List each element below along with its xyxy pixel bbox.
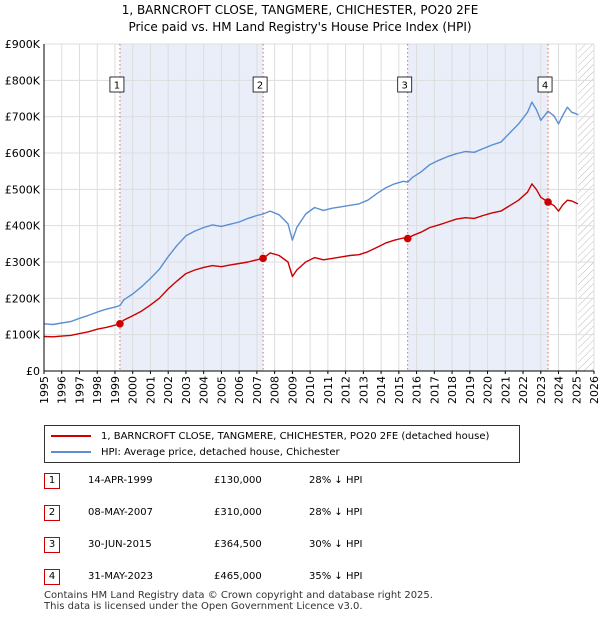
sale-label-box — [397, 76, 413, 93]
x-tick-label: 2011 — [322, 376, 335, 404]
sale-label-box — [537, 76, 553, 93]
x-tick-label: 2009 — [286, 376, 299, 404]
x-tick-label: 1998 — [91, 376, 104, 404]
sale-price: £364,500 — [214, 539, 262, 550]
x-tick-label: 2026 — [588, 376, 600, 404]
hpi-line — [43, 101, 579, 326]
sale-label-box — [252, 76, 268, 93]
ownership-shade — [119, 44, 264, 371]
sale-point — [544, 198, 552, 206]
sale-date: 31-MAY-2023 — [88, 571, 154, 582]
x-tick-label: 2004 — [198, 376, 211, 404]
legend-item-hpi: HPI: Average price, detached house, Chic… — [51, 445, 340, 459]
x-tick-label: 2016 — [411, 376, 424, 404]
y-tick-label: £500K — [5, 183, 41, 196]
forecast-hatch — [578, 44, 594, 371]
sale-number-badge: 4 — [44, 569, 60, 585]
legend-label-property: 1, BARNCROFT CLOSE, TANGMERE, CHICHESTER… — [101, 430, 490, 442]
y-tick-label: £700K — [5, 111, 41, 124]
table-row: 2 08-MAY-2007 £310,000 28% ↓ HPI — [44, 505, 584, 521]
chart-title-line: 1, BARNCROFT CLOSE, TANGMERE, CHICHESTER… — [121, 3, 479, 17]
x-tick-label: 2010 — [304, 376, 317, 404]
property-price-line — [43, 183, 579, 338]
sale-number-badge: 2 — [44, 505, 60, 521]
table-row: 3 30-JUN-2015 £364,500 30% ↓ HPI — [44, 537, 584, 553]
x-tick-label: 1997 — [73, 376, 86, 404]
x-tick-label: 2025 — [570, 376, 583, 404]
price-chart: 1 2 3 4 £0 £100K £200K £300K £400K £500K £600K £70… — [5, 38, 600, 404]
x-tick-label: 2007 — [251, 376, 264, 404]
x-tick-label: 2018 — [446, 376, 459, 404]
sale-label-box — [109, 76, 125, 93]
x-tick-label: 2023 — [535, 376, 548, 404]
sale-date: 30-JUN-2015 — [88, 539, 152, 550]
legend-label-hpi: HPI: Average price, detached house, Chic… — [101, 446, 340, 458]
x-tick-label: 2015 — [393, 376, 406, 404]
table-row: 4 31-MAY-2023 £465,000 35% ↓ HPI — [44, 569, 584, 585]
x-tick-label: 2002 — [162, 376, 175, 404]
x-tick-label: 2021 — [499, 376, 512, 404]
sale-date: 08-MAY-2007 — [88, 507, 154, 518]
y-tick-label: £800K — [5, 74, 41, 87]
y-tick-label: £400K — [5, 220, 41, 233]
x-tick-label: 2019 — [464, 376, 477, 404]
footer: Contains HM Land Registry data © Crown c… — [44, 590, 433, 612]
x-tick-label: 2013 — [357, 376, 370, 404]
x-tick-label: 2001 — [144, 376, 157, 404]
sale-label-text: 1 — [114, 81, 120, 92]
x-tick-label: 2008 — [269, 376, 282, 404]
x-tick-label: 2020 — [482, 376, 495, 404]
x-tick-label: 2005 — [215, 376, 228, 404]
sale-point — [259, 254, 267, 263]
footer-copyright: Contains HM Land Registry data © Crown c… — [44, 590, 433, 601]
x-tick-label: 1995 — [38, 376, 51, 404]
chart-legend: 1, BARNCROFT CLOSE, TANGMERE, CHICHESTER… — [44, 425, 520, 463]
y-tick-label: £0 — [26, 365, 40, 378]
sale-label-text: 4 — [542, 81, 548, 92]
sale-point — [403, 234, 412, 243]
ownership-shade — [407, 44, 549, 371]
sale-hpi-diff: 35% ↓ HPI — [309, 571, 363, 582]
table-row: 1 14-APR-1999 £130,000 28% ↓ HPI — [44, 473, 584, 489]
footer-licence: This data is licensed under the Open Gov… — [44, 601, 363, 612]
x-tick-label: 2014 — [375, 376, 388, 404]
sale-label-text: 3 — [402, 81, 408, 92]
legend-swatch-hpi — [51, 451, 91, 453]
y-tick-label: £200K — [5, 292, 41, 305]
x-tick-label: 2024 — [553, 376, 566, 404]
sale-hpi-diff: 28% ↓ HPI — [309, 507, 363, 518]
sale-date: 14-APR-1999 — [88, 475, 153, 486]
x-tick-label: 2022 — [517, 376, 530, 404]
sale-number-badge: 1 — [44, 473, 60, 489]
sale-number-badge: 3 — [44, 537, 60, 553]
sale-label-text: 2 — [257, 81, 263, 92]
x-tick-label: 2012 — [340, 376, 353, 404]
y-tick-label: £900K — [5, 38, 41, 51]
x-tick-label: 2006 — [233, 376, 246, 404]
sale-price: £130,000 — [214, 475, 262, 486]
chart-title: 1, BARNCROFT CLOSE, TANGMERE, CHICHESTER… — [0, 2, 600, 36]
x-tick-label: 2003 — [180, 376, 193, 404]
sale-point — [116, 319, 124, 328]
chart-subtitle: Price paid vs. HM Land Registry's House … — [128, 20, 472, 34]
y-tick-label: £300K — [5, 256, 41, 269]
sale-price: £465,000 — [214, 571, 262, 582]
sale-price: £310,000 — [214, 507, 262, 518]
x-tick-label: 2000 — [127, 376, 140, 404]
x-tick-label: 1996 — [56, 376, 69, 404]
legend-item-property: 1, BARNCROFT CLOSE, TANGMERE, CHICHESTER… — [51, 429, 489, 443]
sale-hpi-diff: 28% ↓ HPI — [309, 475, 363, 486]
y-tick-label: £600K — [5, 147, 41, 160]
y-tick-label: £100K — [5, 329, 41, 342]
sale-hpi-diff: 30% ↓ HPI — [309, 539, 363, 550]
legend-swatch-property — [51, 435, 91, 437]
x-tick-label: 2017 — [428, 376, 441, 404]
x-tick-label: 1999 — [109, 376, 122, 404]
